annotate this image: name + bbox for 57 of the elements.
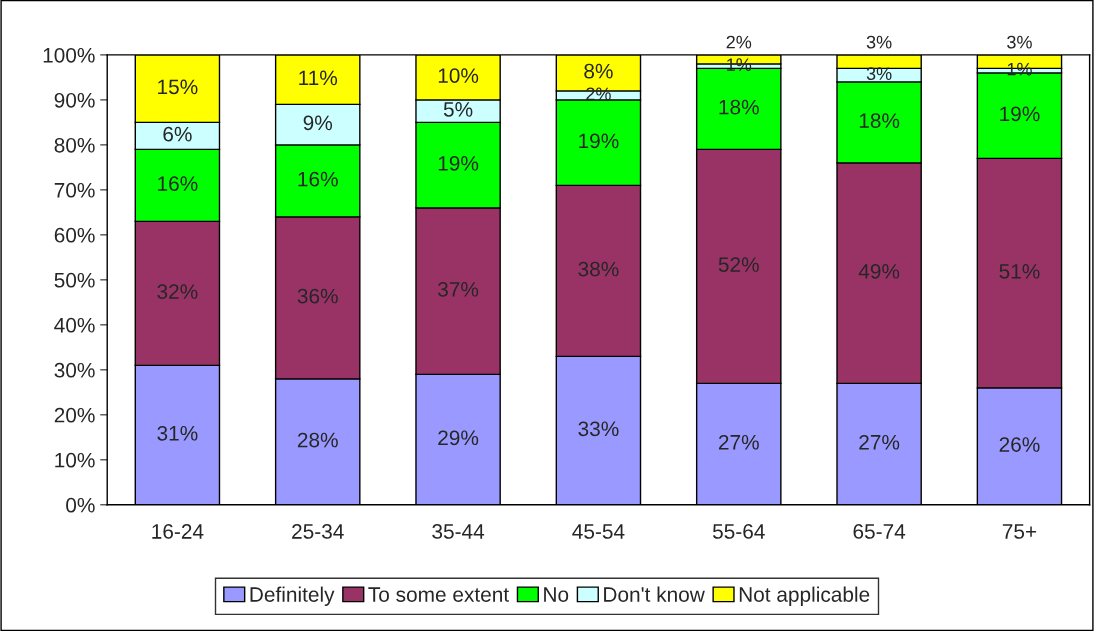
- data-label: 19%: [579, 133, 619, 149]
- data-label: 37%: [438, 281, 479, 297]
- legend-label: Don't know: [604, 586, 705, 602]
- y-tick-label: 30%: [54, 362, 95, 378]
- y-tick-label: 10%: [55, 452, 95, 468]
- data-label: 19%: [1000, 106, 1040, 122]
- data-label: 19%: [438, 155, 479, 171]
- data-label: 3%: [1007, 35, 1032, 49]
- data-label: 36%: [297, 288, 338, 304]
- x-tick-label: 16-24: [152, 524, 204, 539]
- x-tick-label: 45-54: [572, 524, 625, 539]
- legend-label: To some extent: [368, 587, 509, 602]
- data-label: 1%: [727, 58, 752, 71]
- data-label: 5%: [443, 102, 473, 117]
- data-label: 16%: [158, 176, 198, 191]
- legend-label: Definitely: [250, 586, 335, 606]
- y-tick-label: 60%: [54, 227, 95, 243]
- x-tick-label: 25-34: [292, 524, 344, 539]
- data-label: 18%: [719, 99, 759, 115]
- data-label: 28%: [297, 432, 338, 448]
- data-label: 6%: [163, 126, 192, 142]
- legend-label: Not applicable: [739, 586, 870, 606]
- data-label: 31%: [157, 425, 198, 441]
- y-tick-label: 100%: [43, 47, 95, 63]
- x-tick-label: 35-44: [432, 524, 485, 539]
- y-tick-label: 40%: [54, 317, 95, 333]
- data-label: 51%: [999, 264, 1040, 279]
- data-label: 3%: [866, 35, 892, 49]
- data-label: 38%: [578, 261, 619, 277]
- x-tick-label: 75+: [1002, 524, 1037, 539]
- data-label: 27%: [718, 434, 759, 450]
- y-tick-label: 70%: [54, 182, 95, 198]
- legend-label: No: [544, 587, 569, 602]
- data-label: 26%: [999, 437, 1040, 452]
- data-label: 2%: [726, 35, 752, 49]
- data-label: 29%: [438, 430, 479, 446]
- data-label: 27%: [859, 434, 900, 450]
- data-label: 9%: [303, 115, 333, 131]
- data-label: 15%: [158, 79, 198, 95]
- x-tick-label: 55-64: [712, 524, 765, 539]
- data-label: 18%: [859, 113, 900, 128]
- y-tick-label: 90%: [54, 92, 95, 108]
- x-tick-label: 65-74: [853, 524, 906, 539]
- data-label: 16%: [298, 171, 338, 187]
- data-label: 49%: [858, 263, 900, 279]
- data-label: 33%: [578, 421, 619, 437]
- data-label: 52%: [718, 257, 759, 272]
- y-tick-label: 20%: [54, 407, 95, 423]
- y-tick-label: 0%: [66, 497, 95, 513]
- data-label: 3%: [866, 67, 892, 80]
- y-tick-label: 80%: [54, 137, 95, 153]
- data-label: 32%: [157, 284, 198, 299]
- data-label: 10%: [438, 68, 479, 83]
- data-label: 1%: [1007, 62, 1032, 76]
- data-label: 11%: [299, 70, 338, 86]
- y-tick-label: 50%: [54, 272, 95, 288]
- data-label: 8%: [584, 63, 613, 79]
